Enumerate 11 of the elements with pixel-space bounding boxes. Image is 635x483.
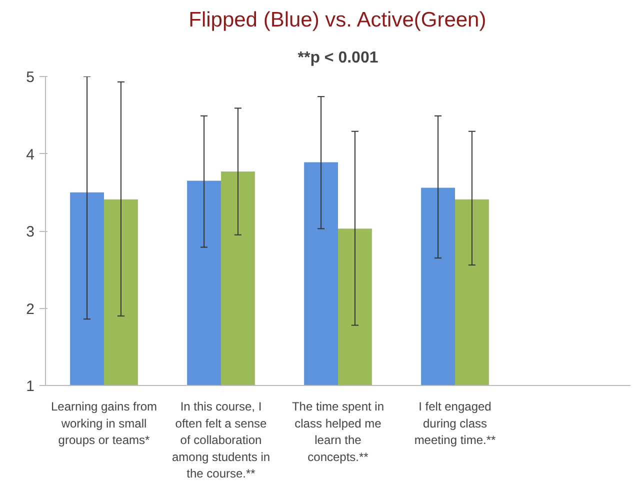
- y-tick-label: 5: [26, 69, 34, 86]
- y-tick-label: 2: [26, 300, 34, 318]
- text: **p < 0.001: [298, 50, 378, 66]
- x-tick-label: Learning gains from working in small groups or teams*: [50, 400, 158, 448]
- chart-title: Flipped (Blue) vs. Active(Green): [188, 8, 486, 32]
- x-tick-label: The time spent in class helped me learn the concepts.**: [292, 400, 384, 464]
- x-tick-label: In this course, I often felt a sense of collaboration among students in the course.**: [172, 400, 270, 481]
- y-tick-label: 1: [26, 378, 34, 395]
- y-tick-label: 4: [26, 146, 34, 164]
- y-tick-label: 3: [26, 224, 34, 240]
- x-tick-label: I felt engaged during class meeting time.**: [414, 400, 496, 448]
